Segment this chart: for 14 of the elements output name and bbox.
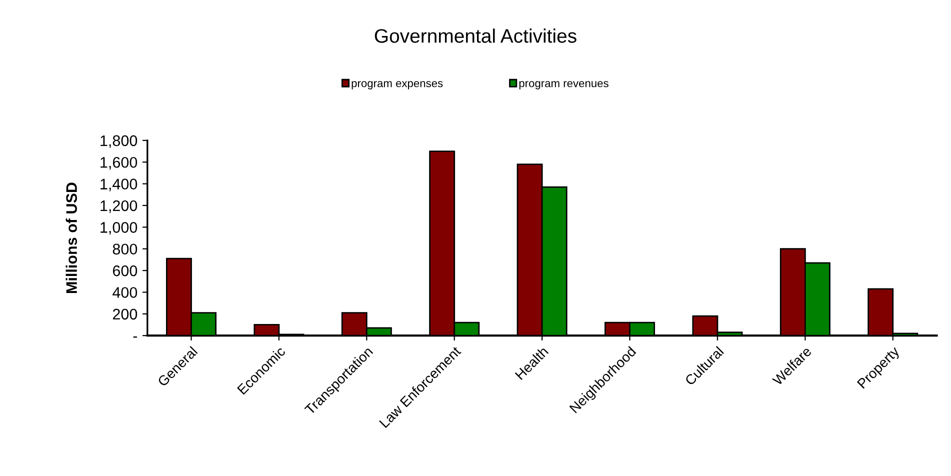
y-tick-label: 1,400	[100, 178, 138, 192]
y-axis-title: Millions of USD	[66, 182, 77, 293]
y-tick-label: 1,600	[100, 156, 138, 170]
chart-title: Governmental Activities	[374, 28, 576, 43]
legend-label: program expenses	[352, 81, 443, 90]
y-tick-label: 400	[112, 287, 138, 298]
y-tick-label: 800	[112, 244, 138, 255]
y-tick-label: -	[133, 336, 138, 338]
y-tick-label: 600	[112, 265, 138, 276]
y-tick-label: 1,800	[100, 135, 138, 148]
y-tick-label: 1,200	[100, 200, 138, 213]
y-tick-label: 200	[112, 308, 138, 320]
y-tick-label: 1,000	[100, 222, 138, 235]
legend-label: program revenues	[519, 81, 608, 90]
